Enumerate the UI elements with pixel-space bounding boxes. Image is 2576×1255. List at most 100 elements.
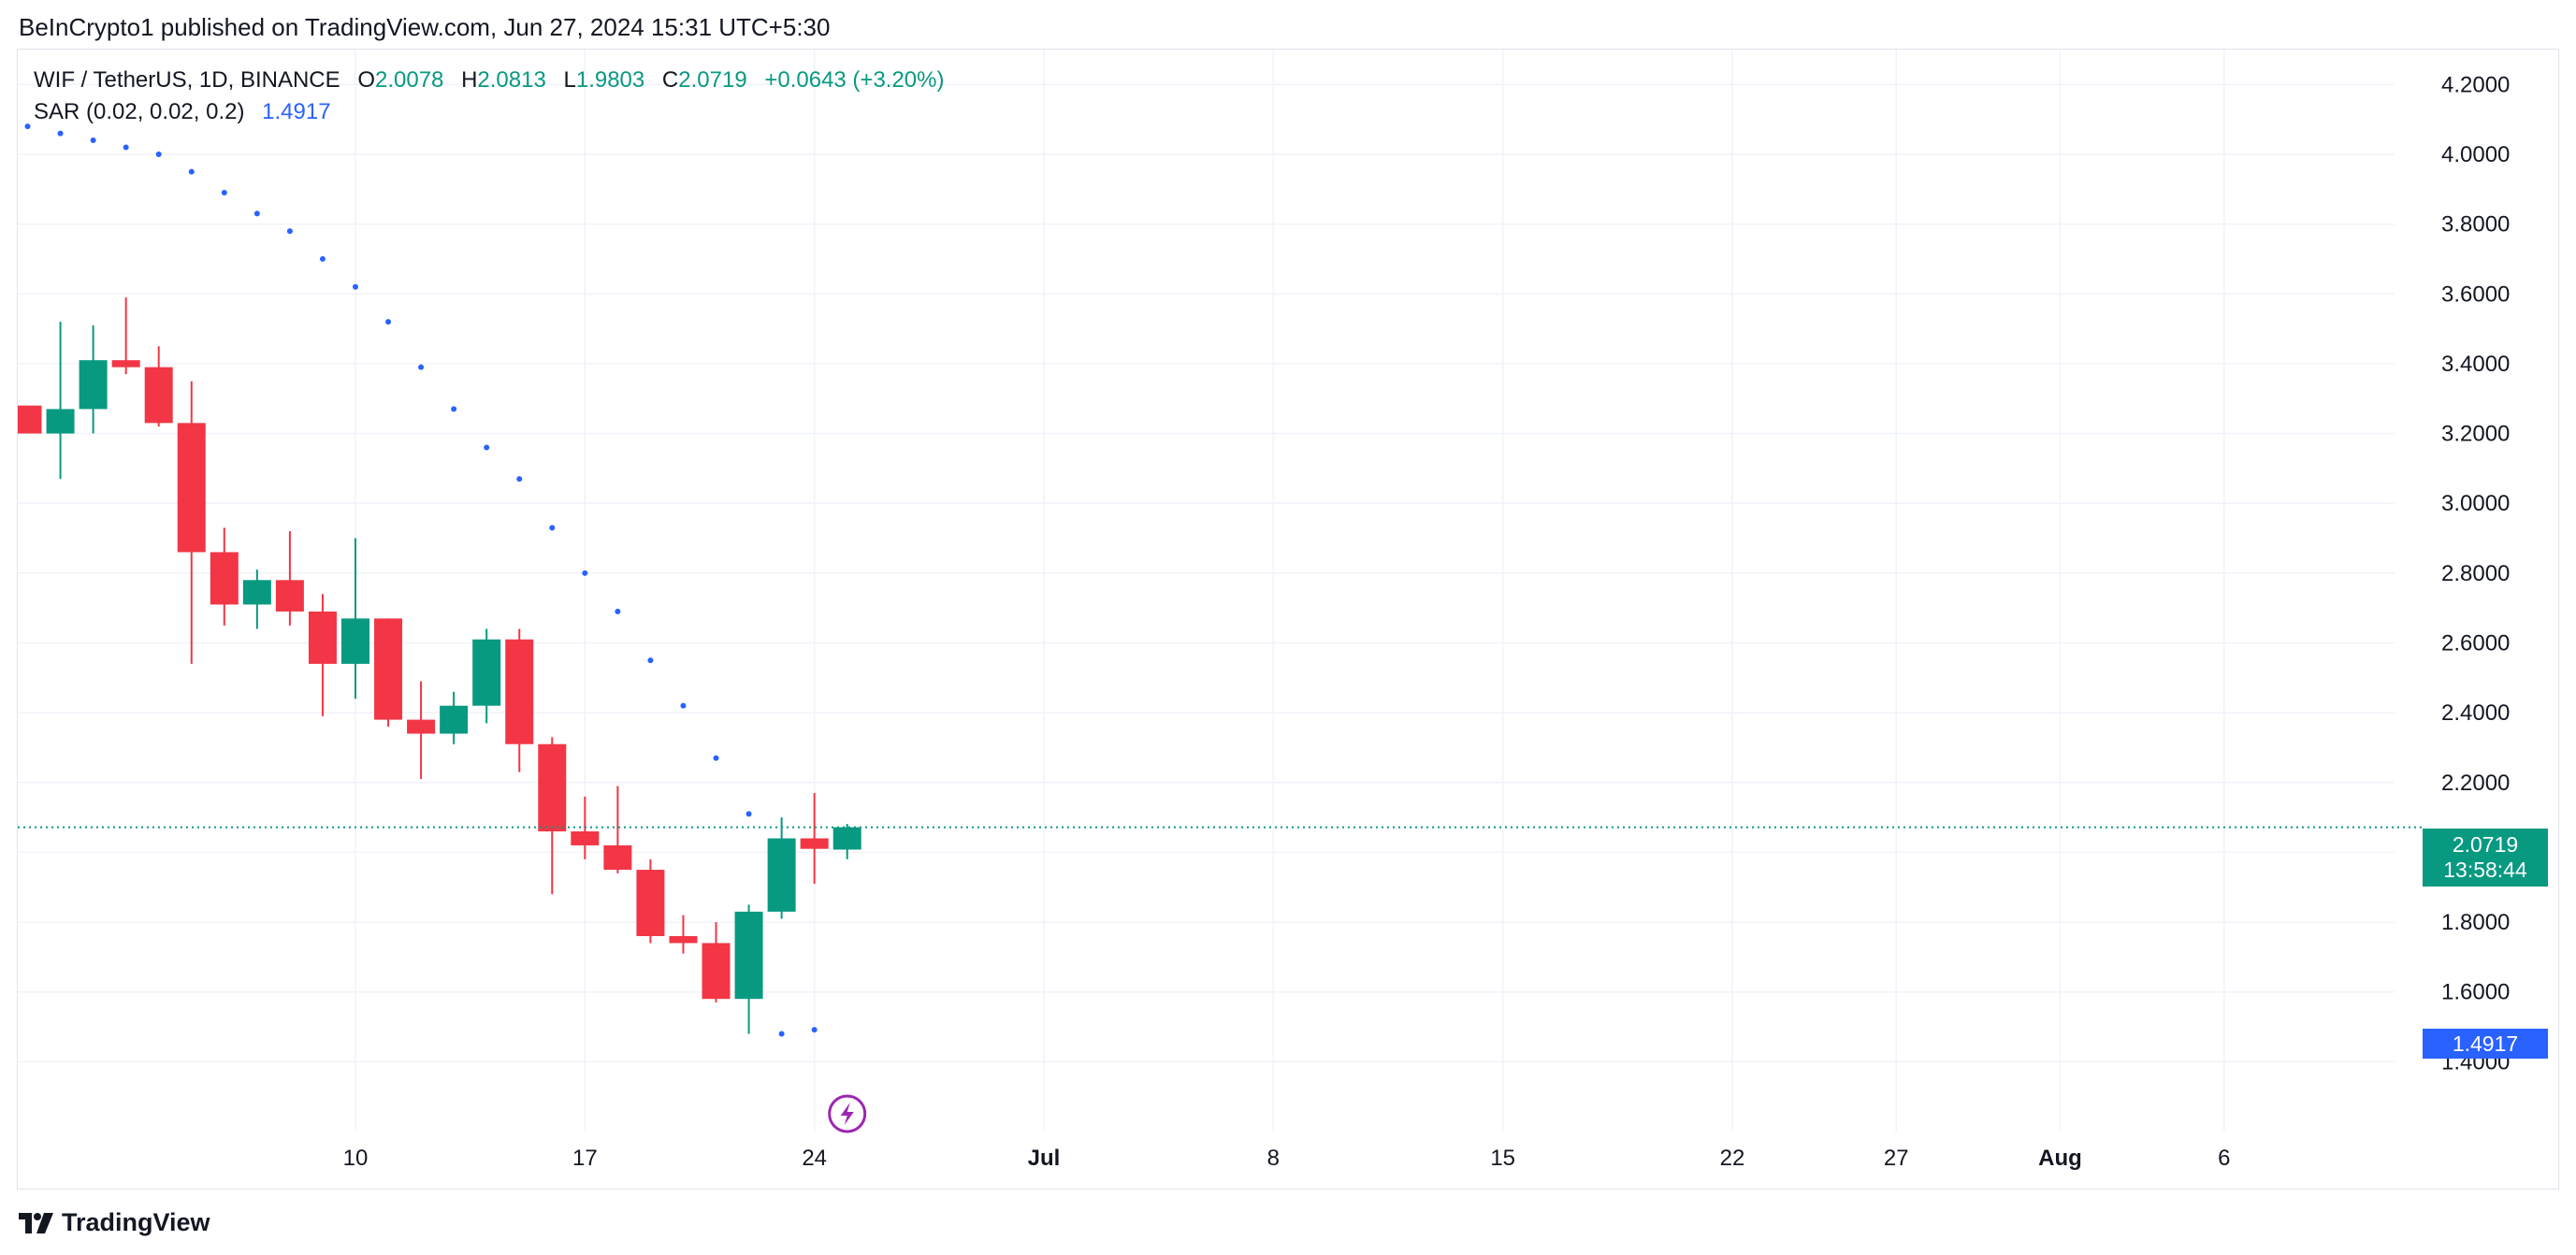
y-tick-label: 2.2000 [2441, 771, 2510, 796]
publisher-line: BeInCrypto1 published on TradingView.com… [19, 13, 831, 41]
sar-dot [221, 190, 227, 196]
y-tick-label: 2.6000 [2441, 630, 2510, 656]
y-tick-label: 4.0000 [2441, 142, 2510, 167]
low-label: L [563, 67, 576, 93]
close-label: C [661, 67, 679, 93]
candle [669, 915, 698, 954]
sar-dot [253, 210, 260, 217]
candle-body [242, 580, 271, 605]
candle-body [800, 838, 829, 849]
sar-dot [582, 570, 588, 576]
sar-dot [188, 168, 195, 175]
candle-body [111, 360, 140, 368]
candle [144, 346, 173, 427]
candle-body [669, 935, 698, 944]
candle-body [603, 844, 632, 871]
candle [111, 296, 140, 375]
lightning-event-icon[interactable] [828, 1094, 867, 1133]
candle [702, 922, 731, 1003]
sar-value: 1.4917 [262, 99, 331, 124]
candle-body [505, 639, 534, 744]
candle [177, 381, 206, 664]
y-tick-label: 1.6000 [2441, 980, 2510, 1005]
candle-body [472, 639, 501, 706]
sar-dot [123, 144, 129, 151]
candle [210, 527, 239, 626]
sar-dot [286, 228, 293, 235]
high-label: H [461, 67, 478, 93]
x-tick-label: 15 [1490, 1146, 1515, 1171]
candle-body [636, 870, 665, 936]
sar-dot [778, 1031, 785, 1037]
sar-dot [745, 811, 752, 817]
candle [505, 628, 534, 772]
sar-price-tag: 1.4917 [2423, 1029, 2548, 1059]
candle [46, 322, 75, 480]
sar-dot [24, 123, 31, 130]
candle [767, 817, 796, 919]
x-tick-label: 8 [1267, 1146, 1280, 1171]
y-tick-label: 4.2000 [2441, 72, 2510, 97]
last-price-tag: 2.0719 13:58:44 [2423, 829, 2548, 887]
candle [407, 681, 436, 780]
candle-body [275, 580, 304, 612]
candle-body [144, 367, 173, 424]
y-tick-label: 2.4000 [2441, 700, 2510, 726]
candle [538, 737, 567, 895]
open-label: O [357, 67, 375, 93]
sar-dot [451, 406, 457, 412]
candle [340, 538, 369, 700]
high-value: 2.0813 [477, 67, 546, 93]
y-tick-label: 1.8000 [2441, 910, 2510, 935]
candle-body [46, 409, 75, 434]
x-tick-label: 22 [1720, 1146, 1745, 1171]
candle-body [18, 405, 42, 434]
y-tick-label: 3.8000 [2441, 212, 2510, 238]
candle-body [734, 911, 763, 1000]
candle [308, 594, 337, 716]
sar-dot [811, 1027, 818, 1033]
candle-body [177, 423, 206, 553]
x-tick-label: 27 [1884, 1146, 1909, 1171]
y-tick-label: 3.0000 [2441, 491, 2510, 516]
symbol-label[interactable]: WIF / TetherUS, 1D, BINANCE [34, 67, 340, 93]
candle [800, 792, 829, 885]
last-price-value: 2.0719 [2452, 832, 2519, 857]
candle [832, 824, 861, 859]
sar-dot [713, 755, 719, 761]
candle [242, 570, 271, 629]
sar-dot [418, 364, 425, 370]
sar-dot [647, 657, 654, 664]
candle [374, 618, 403, 728]
y-tick-label: 3.2000 [2441, 422, 2510, 447]
candle [18, 405, 42, 434]
candle-body [340, 618, 369, 664]
sar-dot [484, 444, 490, 451]
candle-body [571, 831, 600, 845]
sar-dot [680, 702, 687, 709]
x-tick-label: 24 [802, 1146, 827, 1171]
sar-dot [516, 476, 523, 483]
candle [275, 531, 304, 626]
sar-dot [352, 283, 358, 290]
candle [79, 325, 108, 434]
open-value: 2.0078 [374, 67, 444, 93]
sar-dot [57, 130, 64, 137]
tradingview-logo[interactable]: TradingView [19, 1208, 210, 1237]
sar-dot [549, 525, 556, 531]
tradingview-logo-icon [19, 1212, 53, 1233]
candle [440, 691, 469, 744]
candle-body [702, 943, 731, 1000]
y-tick-label: 3.6000 [2441, 281, 2510, 307]
sar-dot [319, 255, 326, 262]
tradingview-brand: TradingView [62, 1208, 210, 1236]
x-tick-label: 10 [343, 1146, 369, 1171]
x-tick-label: Aug [2038, 1146, 2082, 1171]
y-tick-label: 3.4000 [2441, 352, 2510, 377]
candle-body [407, 719, 436, 734]
candle-body [79, 360, 108, 410]
countdown-value: 13:58:44 [2443, 858, 2527, 882]
sar-dot [615, 608, 621, 614]
sar-label[interactable]: SAR (0.02, 0.02, 0.2) [34, 99, 245, 124]
